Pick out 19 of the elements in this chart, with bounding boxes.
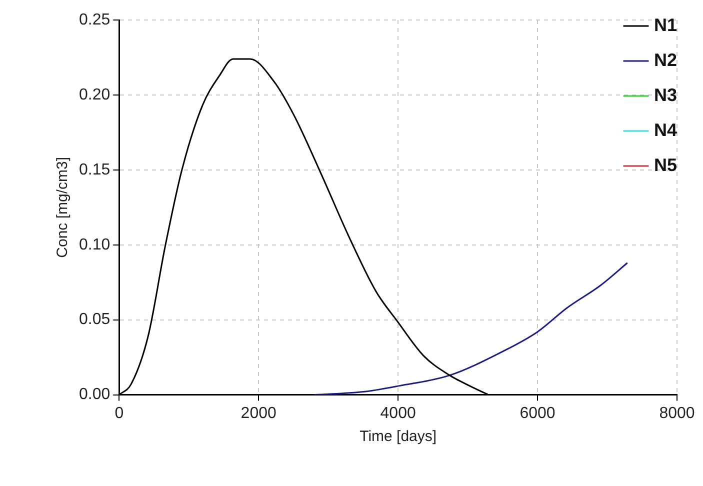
x-tick-label: 8000 [659,404,695,422]
x-tick-label: 0 [114,404,124,422]
y-tick-label: 0.15 [79,161,110,178]
legend-label: N5 [654,154,678,175]
x-tick-label: 2000 [240,404,277,422]
legend-label: N2 [654,50,678,70]
y-axis-title: Conc [mg/cm3] [54,156,72,258]
legend-label: N4 [654,120,678,140]
y-tick-label: 0.00 [79,386,110,404]
x-tick-label: 4000 [380,404,416,422]
legend-label: N3 [654,84,678,105]
line-series [314,262,628,395]
x-axis-title: Time [days] [360,428,437,446]
y-tick-label: 0.25 [79,11,110,28]
y-tick-label: 0.10 [79,236,110,254]
legend-label: N1 [654,14,678,35]
y-tick-label: 0.20 [79,86,110,104]
y-tick-label: 0.05 [79,311,110,328]
x-tick-label: 6000 [520,404,556,422]
